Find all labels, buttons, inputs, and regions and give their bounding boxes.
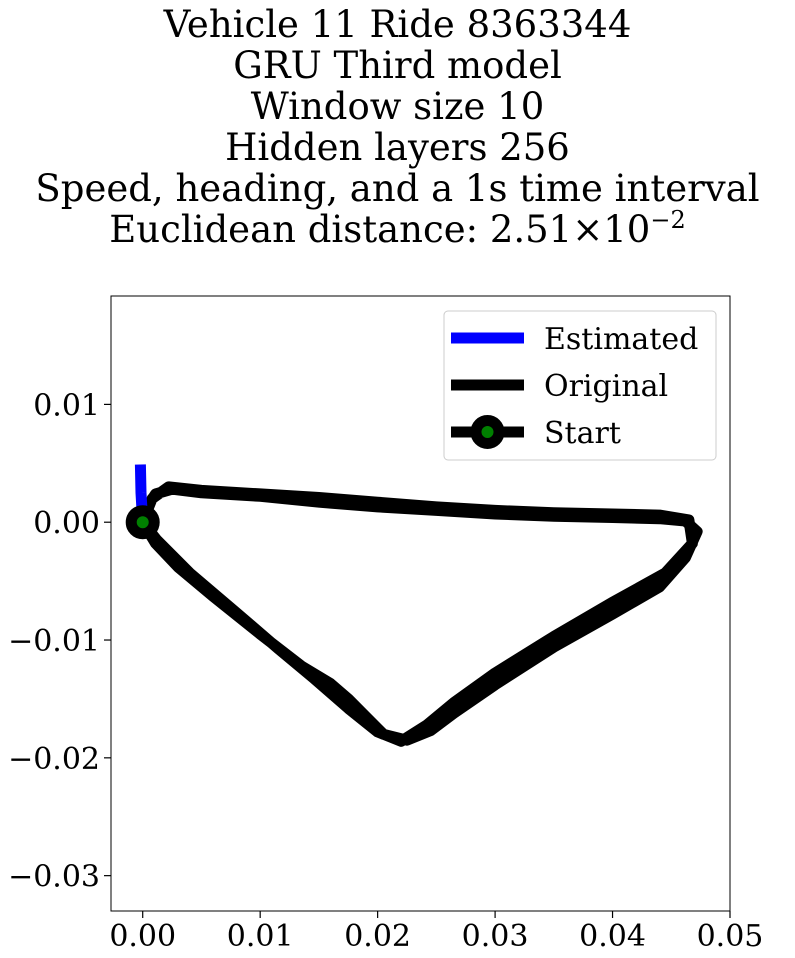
distance-times: × bbox=[572, 208, 604, 251]
title-line-distance: Euclidean distance: 2.51×10−2 bbox=[0, 206, 795, 251]
x-tick-label: 0.04 bbox=[579, 919, 646, 954]
x-tick-label: 0.02 bbox=[344, 919, 411, 954]
y-tick-label: −0.01 bbox=[8, 624, 100, 659]
series-layer bbox=[125, 464, 703, 747]
title-line-features: Speed, heading, and a 1s time interval bbox=[35, 167, 760, 210]
y-tick-label: 0.00 bbox=[33, 506, 100, 541]
title-line-vehicle: Vehicle 11 Ride 8363344 bbox=[163, 3, 632, 46]
title-line-model: GRU Third model bbox=[233, 44, 562, 87]
chart-title: Vehicle 11 Ride 8363344 GRU Third model … bbox=[0, 4, 795, 250]
start-marker bbox=[125, 505, 160, 540]
plot-frame bbox=[110, 295, 731, 912]
x-tick-label: 0.01 bbox=[227, 919, 294, 954]
distance-mantissa: 2.51 bbox=[489, 208, 573, 251]
legend-marker-start bbox=[470, 415, 505, 449]
title-line-window: Window size 10 bbox=[250, 85, 545, 128]
x-tick-label: 0.03 bbox=[462, 919, 529, 954]
series-line-original bbox=[137, 481, 703, 747]
distance-exponent: −2 bbox=[650, 206, 686, 234]
y-tick-label: −0.02 bbox=[8, 742, 100, 777]
legend: Estimated Original Start bbox=[443, 310, 717, 461]
legend-label-estimated: Estimated bbox=[544, 322, 698, 357]
legend-label-start: Start bbox=[544, 416, 621, 451]
distance-label: Euclidean distance: bbox=[109, 208, 479, 251]
x-tick-label: 0.00 bbox=[109, 919, 176, 954]
x-axis: 0.00 0.01 0.02 0.03 0.04 0.05 bbox=[109, 911, 763, 954]
x-tick-label: 0.05 bbox=[697, 919, 764, 954]
y-axis: 0.01 0.00 −0.01 −0.02 −0.03 bbox=[8, 388, 111, 895]
y-tick-label: −0.03 bbox=[8, 860, 100, 895]
y-tick-label: 0.01 bbox=[33, 388, 100, 423]
legend-label-original: Original bbox=[544, 369, 668, 404]
legend-box bbox=[443, 310, 717, 461]
title-line-hidden-layers: Hidden layers 256 bbox=[225, 126, 570, 169]
distance-base: 10 bbox=[603, 208, 651, 251]
